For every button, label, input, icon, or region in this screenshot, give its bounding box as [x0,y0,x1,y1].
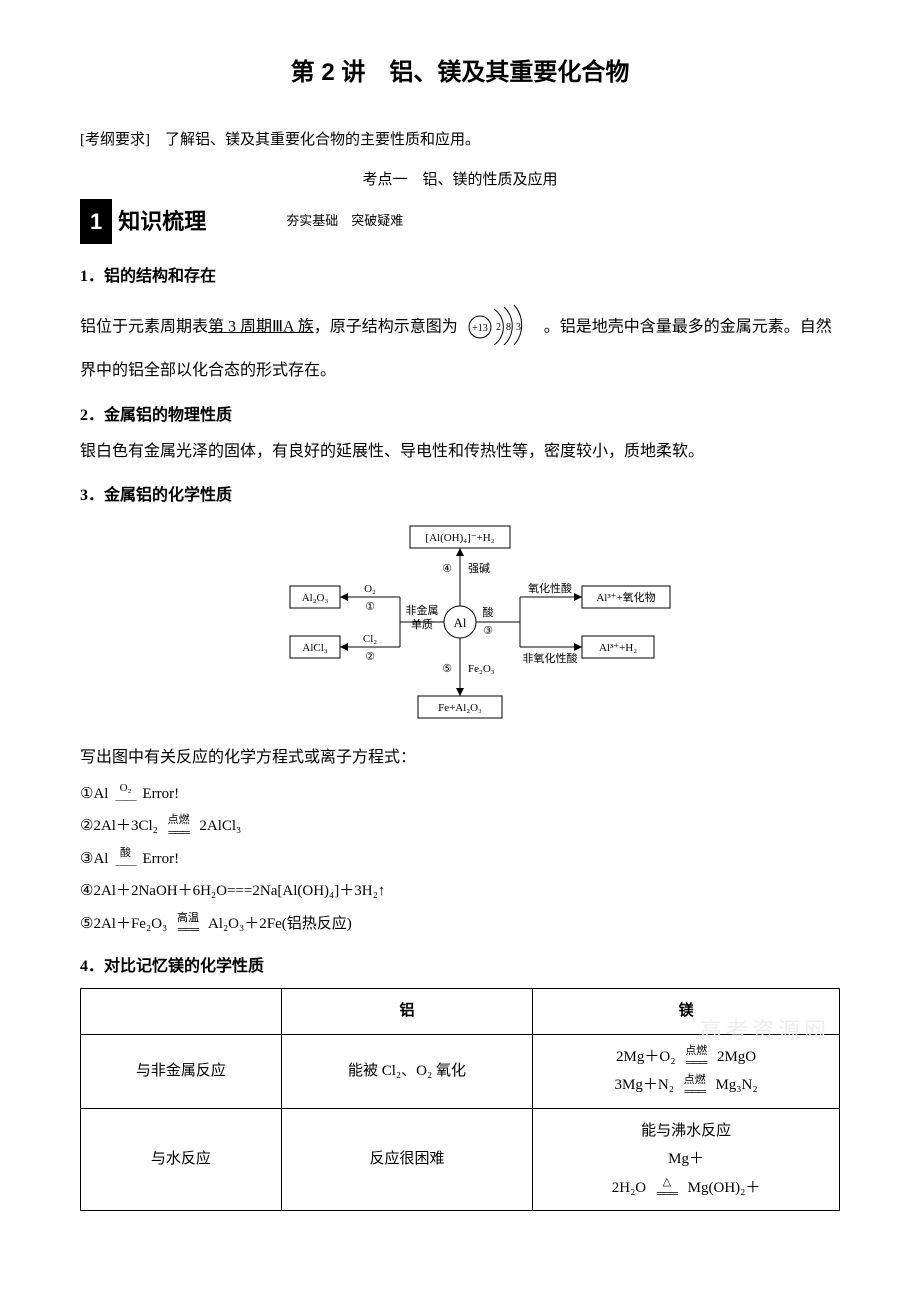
svg-text:⑤: ⑤ [442,663,452,675]
equation-5: ⑤2Al＋Fe₂O₃ 高温═══ Al₂O₃＋2Fe(铝热反应) [80,910,840,939]
table-row: 与非金属反应 能被 Cl₂、O₂ 氧化 2Mg＋O₂ 点燃═══ 2MgO 3M… [81,1034,840,1108]
eq3-right: Error! [142,851,179,867]
svg-text:O₂: O₂ [364,583,376,595]
equation-3: ③Al酸——Error! [80,845,840,874]
requirement-line: [考纲要求] 了解铝、镁及其重要化合物的主要性质和应用。 [80,126,840,155]
heading-1: 1．铝的结构和存在 [80,262,840,292]
th-empty [81,989,282,1035]
svg-text:单质: 单质 [411,618,433,631]
table-row: 与水反应 反应很困难 能与沸水反应 Mg＋ 2H₂O △═══ Mg(OH)₂＋ [81,1108,840,1211]
svg-text:Al³⁺+H₂: Al³⁺+H₂ [599,642,637,654]
mg-eq-line: 3Mg＋N₂ 点燃═══ Mg₃N₂ [543,1071,829,1100]
section-header: 1 知识梳理 夯实基础 突破疑难 [80,199,840,245]
section-badge: 1 [80,199,112,245]
eq1-right: Error! [142,786,179,802]
cond-arrow: △═══ [653,1176,681,1200]
svg-text:Al³⁺+氧化物: Al³⁺+氧化物 [596,590,655,604]
shell-3: 3 [516,322,521,333]
lecture-title: 第 2 讲 铝、镁及其重要化合物 [80,50,840,96]
mg-eq-line: Mg＋ [543,1145,829,1174]
eq3-arrow: 酸—— [111,847,139,871]
para-2: 银白色有金属光泽的固体，有良好的延展性、导电性和传热性等，密度较小，质地柔软。 [80,437,840,467]
row1-mg: 2Mg＋O₂ 点燃═══ 2MgO 3Mg＋N₂ 点燃═══ Mg₃N₂ [533,1034,840,1108]
eq5-left: ⑤2Al＋Fe₂O₃ [80,916,167,932]
eq2-left: ②2Al＋3Cl₂ [80,818,158,834]
row1-label: 与非金属反应 [81,1034,282,1108]
equation-prompt: 写出图中有关反应的化学方程式或离子方程式： [80,743,840,773]
svg-text:AlCl₃: AlCl₃ [302,642,327,654]
mg-eq-line2: 2H₂O △═══ Mg(OH)₂＋ [543,1174,829,1203]
section-title: 知识梳理 [118,201,206,243]
eq1-arrow: O₂—— [111,782,139,806]
mg-pre: 能与沸水反应 [543,1117,829,1146]
table-header-row: 铝 镁 [81,989,840,1035]
text-1a: 铝位于元素周期表 [80,318,208,335]
eq1-left: ①Al [80,786,108,802]
svg-text:氧化性酸: 氧化性酸 [528,581,572,595]
svg-text:④: ④ [442,563,452,575]
cond-arrow: 点燃═══ [682,1045,710,1069]
cond-arrow: 点燃═══ [681,1074,709,1098]
heading-2: 2．金属铝的物理性质 [80,401,840,431]
svg-text:②: ② [365,651,375,663]
row2-mg: 能与沸水反应 Mg＋ 2H₂O △═══ Mg(OH)₂＋ [533,1108,840,1211]
atom-structure-icon: +13 2 8 3 [466,299,536,356]
kaodian-title: 考点一 铝、镁的性质及应用 [80,166,840,195]
equation-4: ④2Al＋2NaOH＋6H₂O===2Na[Al(OH)₄]＋3H₂↑ [80,877,840,906]
svg-text:①: ① [365,601,375,613]
eq3-left: ③Al [80,851,108,867]
eq2-right: 2AlCl₃ [199,818,241,834]
section-subtitle: 夯实基础 突破疑难 [286,209,403,234]
reaction-diagram: Al [Al(OH)₄]⁻+H₂ ④ 强碱 Fe+Al₂O₃ ⑤ Fe₂O₃ A… [80,522,840,733]
shell-2: 8 [506,322,511,333]
heading-3: 3．金属铝的化学性质 [80,481,840,511]
equation-1: ①AlO₂——Error! [80,780,840,809]
svg-text:Fe+Al₂O₃: Fe+Al₂O₃ [438,702,482,714]
svg-text:③: ③ [483,625,493,637]
svg-text:非氧化性酸: 非氧化性酸 [523,651,578,665]
svg-text:Al: Al [454,615,467,630]
para-1: 铝位于元素周期表第 3 周期ⅢA 族，原子结构示意图为 +13 2 8 3 。铝… [80,299,840,387]
row1-al: 能被 Cl₂、O₂ 氧化 [281,1034,532,1108]
comparison-table: 铝 镁 与非金属反应 能被 Cl₂、O₂ 氧化 2Mg＋O₂ 点燃═══ 2Mg… [80,988,840,1211]
svg-text:Fe₂O₃: Fe₂O₃ [468,663,495,675]
th-al: 铝 [281,989,532,1035]
svg-text:强碱: 强碱 [468,562,490,575]
shell-1: 2 [496,322,501,333]
text-1b: ，原子结构示意图为 [314,318,458,335]
nucleus-label: +13 [472,323,488,334]
th-mg: 镁 [533,989,840,1035]
svg-text:Cl₂: Cl₂ [363,633,377,645]
mg-eq-line: 2Mg＋O₂ 点燃═══ 2MgO [543,1043,829,1072]
underline-period: 第 3 周期ⅢA 族 [208,318,314,335]
row2-al: 反应很困难 [281,1108,532,1211]
equation-2: ②2Al＋3Cl₂ 点燃═══ 2AlCl₃ [80,812,840,841]
eq5-right: Al₂O₃＋2Fe(铝热反应) [208,916,352,932]
svg-text:酸: 酸 [483,605,494,619]
svg-text:Al₂O₃: Al₂O₃ [302,592,329,604]
eq2-arrow: 点燃═══ [165,814,193,838]
eq5-arrow: 高温═══ [174,912,202,936]
heading-4: 4．对比记忆镁的化学性质 [80,952,840,982]
row2-label: 与水反应 [81,1108,282,1211]
svg-text:[Al(OH)₄]⁻+H₂: [Al(OH)₄]⁻+H₂ [425,532,494,544]
svg-text:非金属: 非金属 [406,603,439,617]
